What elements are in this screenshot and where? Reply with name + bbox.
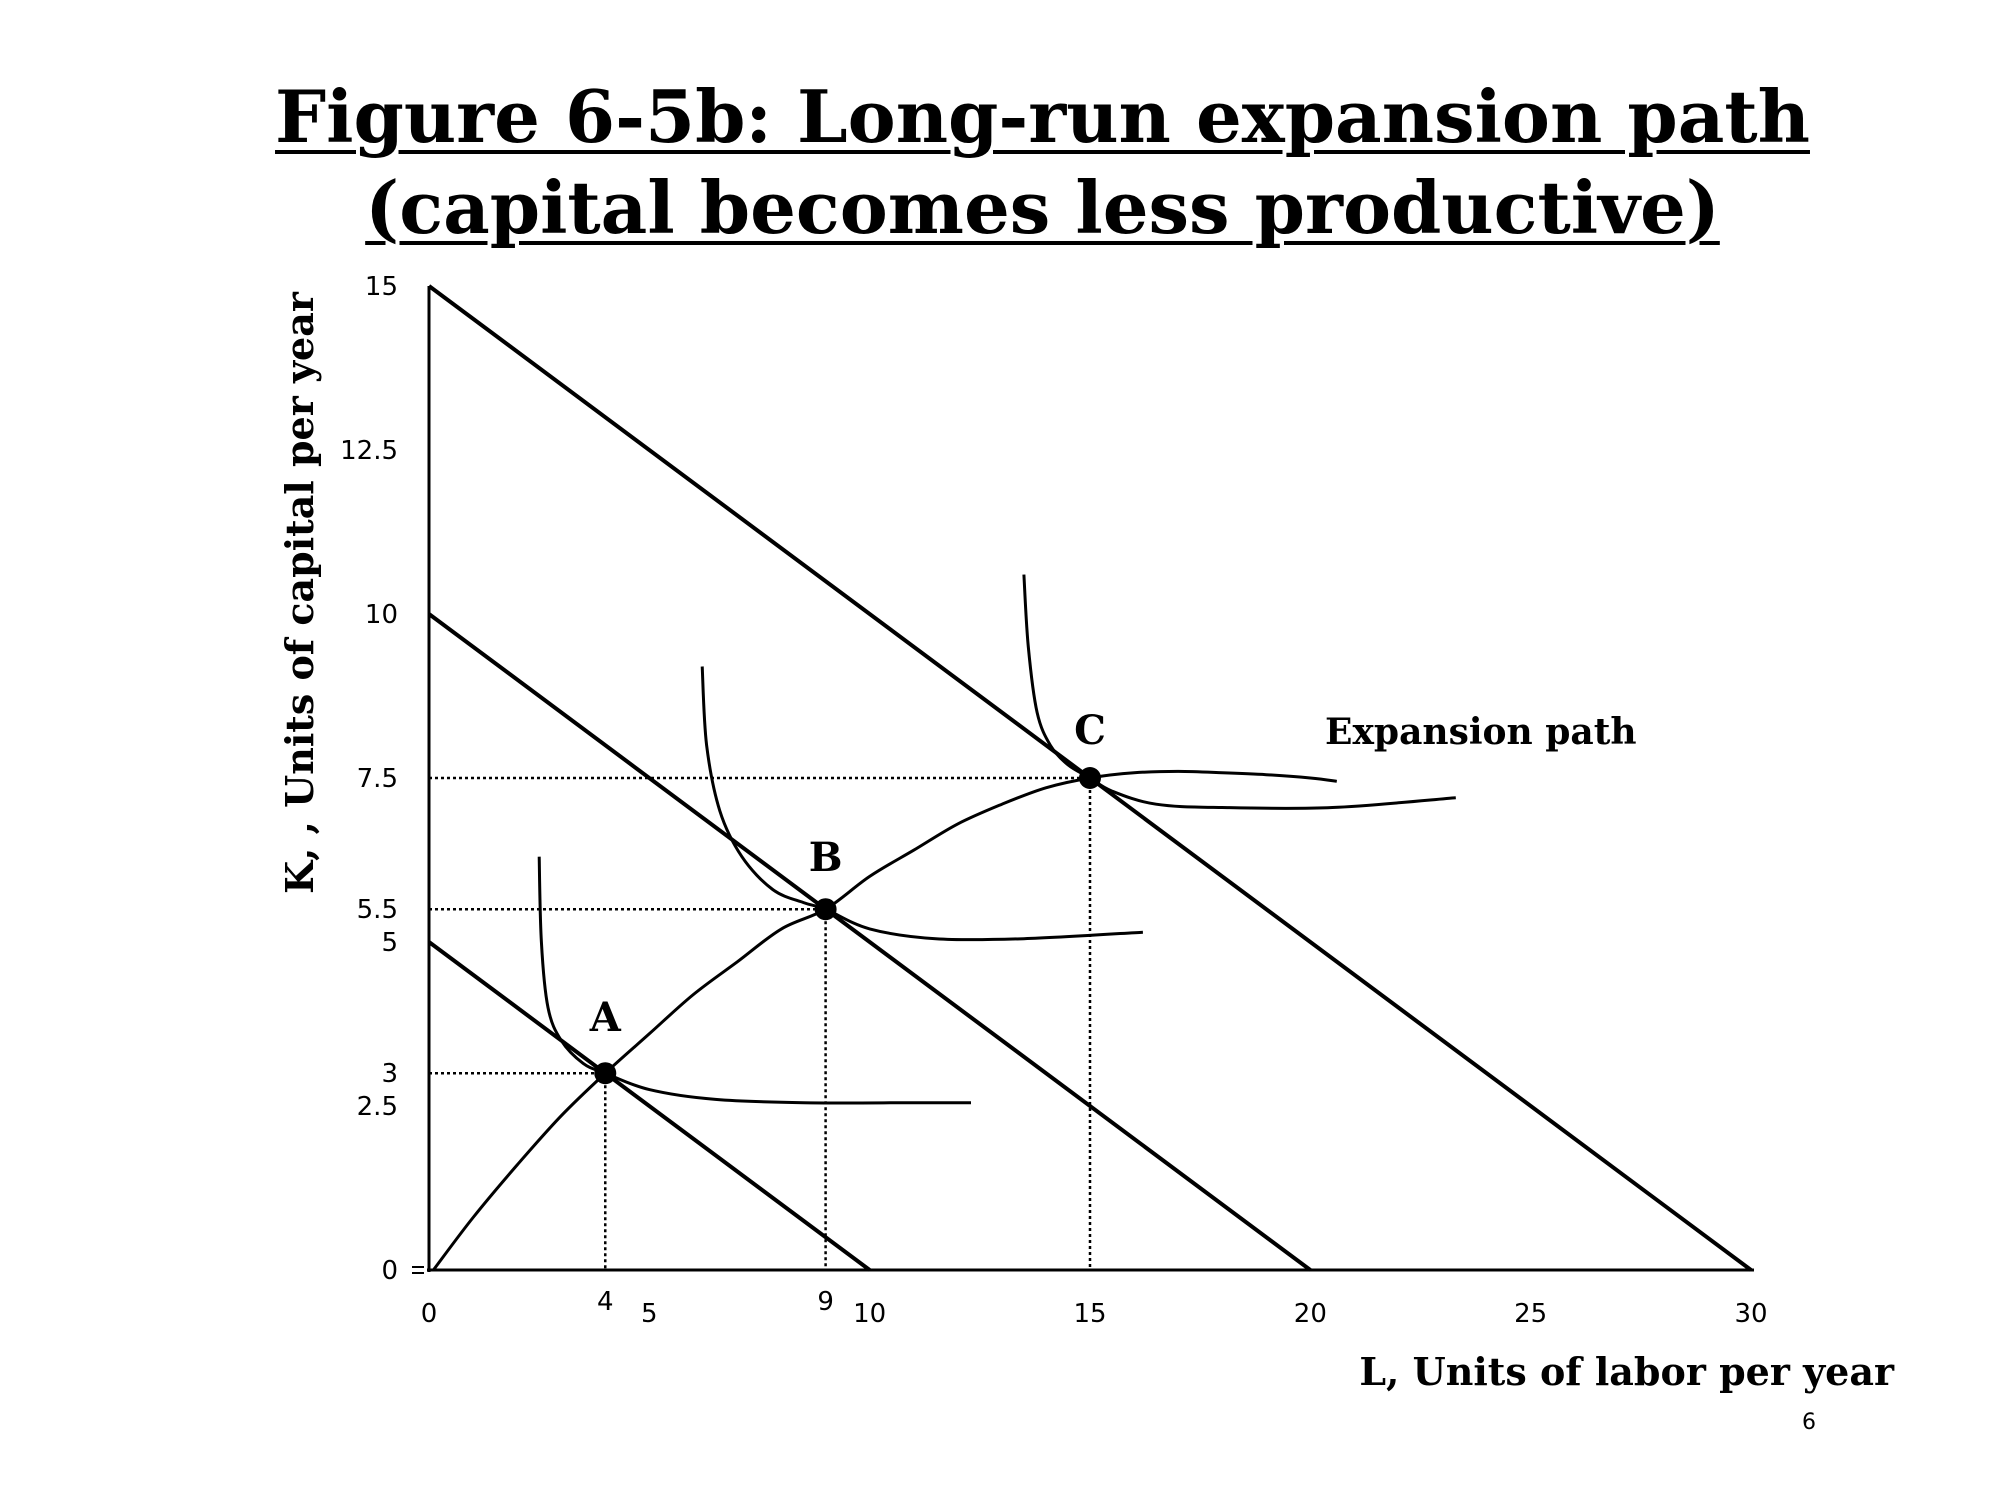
x-axis-title: L, Units of labor per year [1359,1349,1895,1394]
chart-title-line-2: (capital becomes less productive) [365,165,1720,250]
x-tick-label: 15 [1073,1299,1106,1329]
y-tick-label: 5 [381,928,398,958]
x-tick-label: 4 [597,1287,614,1317]
point-label-B: B [809,834,843,881]
y-tick-label: 2.5 [357,1092,398,1122]
y-tick-label: 5.5 [357,895,398,925]
dotted-guides [429,776,1092,1270]
point-C [1079,767,1101,789]
x-tick-label: 20 [1294,1299,1327,1329]
y-tick-label: 12.5 [340,436,398,466]
isocost-line-1 [427,940,871,1272]
x-tick-label: 5 [641,1299,658,1329]
expansion-path-curve [432,769,1338,1271]
point-B [814,898,837,921]
x-tick-label: 9 [817,1287,834,1317]
expansion-path [432,769,1338,1271]
point-label-C: C [1074,707,1106,754]
expansion-path-label: Expansion path [1325,711,1637,753]
equilibrium-points [594,767,1101,1085]
y-tick-label: 7.5 [357,764,398,794]
page-number: 6 [1802,1410,1816,1435]
chart-title-line-1: Figure 6-5b: Long-run expansion path [275,74,1810,159]
x-tick-label: 30 [1734,1299,1767,1329]
isocost-line-2 [427,612,1312,1272]
y-tick-label: 15 [365,272,398,302]
point-A [594,1062,617,1085]
x-tick-label: 10 [853,1299,886,1329]
y-tick-label: 3 [381,1059,398,1089]
y-tick-label: 0 [381,1256,398,1286]
isoquant-curves [537,574,1456,1105]
x-tick-label: 0 [421,1299,438,1329]
y-tick-label: 10 [365,600,398,630]
isoquant-curve-2 [700,666,1143,942]
text-labels: L, Units of labor per year K, , Units of… [277,291,1895,1394]
point-label-A: A [589,994,622,1041]
y-axis-title: K, , Units of capital per year [277,291,322,894]
x-tick-label: 25 [1514,1299,1547,1329]
